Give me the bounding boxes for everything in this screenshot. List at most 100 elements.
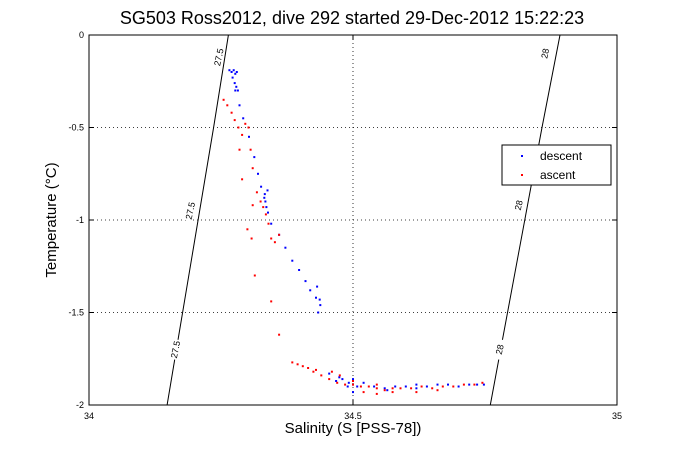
point-descent bbox=[265, 206, 268, 209]
y-tick-label: -0.5 bbox=[68, 123, 84, 133]
point-ascent bbox=[320, 374, 323, 377]
point-ascent bbox=[391, 387, 394, 390]
point-descent bbox=[347, 381, 350, 384]
point-ascent bbox=[462, 383, 465, 386]
contour-label: 27.5 bbox=[212, 48, 225, 67]
point-descent bbox=[291, 259, 294, 262]
point-descent bbox=[476, 383, 479, 386]
point-ascent bbox=[278, 233, 281, 236]
contour-label-background bbox=[493, 338, 506, 361]
point-ascent bbox=[383, 389, 386, 392]
legend: descent ascent bbox=[501, 144, 612, 186]
point-descent bbox=[284, 246, 287, 249]
point-ascent bbox=[328, 378, 331, 381]
point-descent bbox=[264, 200, 267, 203]
x-tick-label: 34.5 bbox=[344, 411, 362, 421]
point-descent bbox=[267, 211, 269, 214]
point-ascent bbox=[251, 167, 254, 170]
point-descent bbox=[317, 311, 320, 314]
point-descent bbox=[328, 372, 331, 375]
point-ascent bbox=[336, 381, 339, 384]
point-descent bbox=[404, 385, 407, 388]
point-ascent bbox=[307, 367, 310, 369]
point-descent bbox=[316, 285, 319, 288]
chart-title: SG503 Ross2012, dive 292 started 29-Dec-… bbox=[120, 8, 584, 28]
x-tick-label: 35 bbox=[612, 411, 622, 421]
point-ascent bbox=[251, 204, 254, 207]
point-ascent bbox=[278, 333, 281, 336]
point-ascent bbox=[352, 383, 354, 386]
point-ascent bbox=[399, 387, 402, 390]
point-ascent bbox=[250, 237, 253, 240]
point-descent bbox=[425, 385, 428, 388]
y-tick-label: -2 bbox=[76, 400, 84, 410]
point-ascent bbox=[436, 389, 439, 392]
point-descent bbox=[356, 385, 359, 388]
point-ascent bbox=[473, 383, 476, 386]
y-axis-label: Temperature (°C) bbox=[43, 162, 60, 277]
point-ascent bbox=[420, 385, 423, 388]
point-ascent bbox=[226, 104, 229, 107]
point-ascent bbox=[410, 387, 413, 390]
point-ascent bbox=[431, 387, 434, 390]
plot-area: 27.5 27.5 27.5 28 28 28 bbox=[89, 34, 617, 406]
point-descent bbox=[253, 156, 256, 159]
point-ascent bbox=[312, 370, 315, 373]
point-ascent bbox=[233, 119, 236, 122]
point-descent bbox=[335, 380, 338, 382]
legend-label-descent: descent bbox=[540, 149, 583, 163]
point-descent bbox=[257, 172, 259, 175]
point-ascent bbox=[241, 133, 244, 136]
point-ascent bbox=[291, 361, 294, 364]
point-ascent bbox=[441, 385, 444, 388]
point-ascent bbox=[259, 200, 262, 203]
contour-label: 27.5 bbox=[184, 201, 197, 220]
density-contour-28 bbox=[489, 34, 561, 406]
point-descent bbox=[236, 89, 239, 92]
point-descent bbox=[234, 89, 237, 92]
point-ascent bbox=[330, 370, 333, 373]
point-ascent bbox=[344, 383, 347, 386]
point-ascent bbox=[270, 237, 273, 240]
point-descent bbox=[318, 298, 321, 301]
point-ascent bbox=[301, 365, 304, 368]
point-ascent bbox=[338, 374, 341, 377]
y-tick-label: -1 bbox=[76, 215, 84, 225]
point-descent bbox=[436, 383, 439, 386]
point-ascent bbox=[237, 126, 240, 129]
point-descent bbox=[266, 189, 269, 192]
point-descent bbox=[238, 104, 241, 107]
point-ascent bbox=[241, 178, 244, 181]
point-ascent bbox=[391, 391, 394, 394]
point-ascent bbox=[452, 385, 455, 388]
point-descent bbox=[263, 196, 266, 199]
point-descent bbox=[231, 76, 234, 79]
point-ascent bbox=[359, 385, 362, 388]
point-ascent bbox=[267, 222, 270, 225]
point-descent bbox=[346, 385, 349, 388]
point-descent bbox=[232, 69, 235, 72]
contour-label: 27.5 bbox=[169, 340, 182, 359]
point-descent bbox=[415, 383, 418, 386]
point-ascent bbox=[362, 391, 365, 394]
point-ascent bbox=[255, 191, 258, 194]
point-descent bbox=[338, 376, 341, 379]
point-ascent bbox=[315, 368, 317, 371]
point-ascent bbox=[262, 206, 265, 209]
point-descent bbox=[298, 269, 301, 271]
x-tick-label: 34 bbox=[84, 411, 94, 421]
point-descent bbox=[415, 387, 418, 390]
contour-label: 28 bbox=[539, 48, 551, 60]
point-descent bbox=[394, 385, 397, 388]
point-descent bbox=[248, 135, 250, 138]
point-ascent bbox=[481, 381, 484, 384]
legend-marker-descent bbox=[521, 155, 523, 157]
legend-box bbox=[501, 144, 612, 186]
point-ascent bbox=[352, 380, 354, 382]
legend-label-ascent: ascent bbox=[540, 168, 576, 182]
point-descent bbox=[242, 117, 245, 120]
point-descent bbox=[230, 71, 233, 73]
point-ascent bbox=[247, 126, 250, 129]
point-descent bbox=[341, 378, 344, 381]
point-descent bbox=[447, 383, 449, 386]
